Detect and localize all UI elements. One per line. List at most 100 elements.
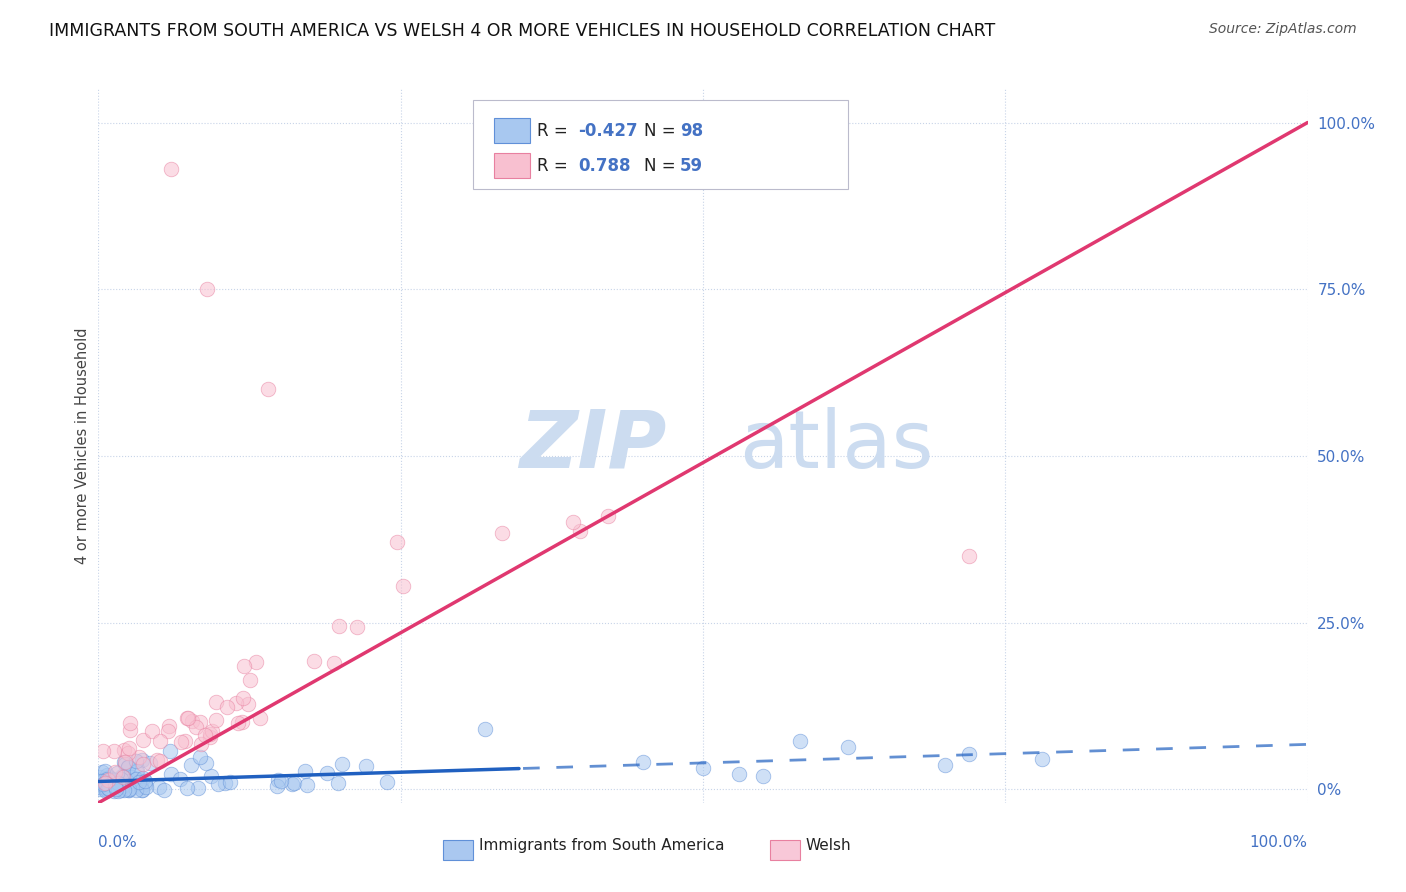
Point [131, 783, 153, 797]
Point [118, 741, 141, 756]
Point [129, 780, 152, 794]
Point [96, 783, 118, 797]
Point [128, 750, 150, 764]
Point [239, 673, 262, 687]
Point [159, 744, 181, 758]
Point [283, 776, 305, 790]
FancyBboxPatch shape [474, 100, 848, 189]
Point [114, 756, 136, 771]
Point [90, 774, 112, 789]
Point [728, 766, 751, 780]
Point [96, 783, 118, 797]
Point [91, 765, 114, 780]
Point [105, 766, 128, 780]
Point [195, 282, 218, 296]
Point [125, 764, 148, 778]
Point [94, 781, 117, 796]
Point [330, 756, 353, 771]
Point [97, 772, 120, 786]
Point [149, 734, 172, 748]
Point [118, 723, 141, 737]
Point [180, 758, 202, 772]
Point [107, 784, 129, 798]
Point [110, 783, 132, 797]
Point [188, 750, 211, 764]
Point [104, 779, 127, 793]
Point [201, 723, 224, 738]
Point [117, 782, 139, 797]
Point [117, 782, 139, 797]
Point [103, 773, 125, 788]
Text: -0.427: -0.427 [578, 121, 638, 139]
Point [195, 756, 218, 770]
Point [294, 764, 316, 779]
Point [125, 782, 148, 797]
Text: R =: R = [537, 157, 574, 175]
Point [94, 775, 117, 789]
Point [198, 730, 221, 744]
Point [173, 734, 195, 748]
Point [118, 782, 141, 797]
Point [87, 780, 110, 794]
Point [256, 382, 278, 396]
Point [281, 777, 304, 791]
Point [111, 770, 134, 784]
Point [302, 654, 325, 668]
Point [159, 767, 181, 781]
Point [631, 755, 654, 769]
Point [752, 769, 775, 783]
Text: 0.788: 0.788 [578, 157, 631, 175]
Point [104, 764, 127, 779]
Point [91, 777, 114, 791]
Point [354, 759, 377, 773]
Point [135, 780, 157, 795]
Point [128, 774, 150, 789]
Point [157, 719, 180, 733]
Point [131, 753, 153, 767]
Point [104, 782, 127, 797]
Text: N =: N = [644, 121, 681, 139]
Point [134, 776, 156, 790]
Point [596, 508, 619, 523]
Point [120, 716, 142, 731]
Point [1031, 752, 1053, 766]
Point [112, 755, 135, 769]
Point [375, 774, 398, 789]
Point [385, 535, 408, 549]
Text: N =: N = [644, 157, 681, 175]
Point [176, 711, 198, 725]
Point [249, 710, 271, 724]
Point [934, 758, 956, 772]
Point [157, 724, 180, 739]
Text: 59: 59 [681, 157, 703, 175]
Text: R =: R = [537, 121, 574, 139]
Point [141, 724, 163, 739]
Point [180, 714, 202, 728]
Point [120, 773, 142, 788]
Point [89, 782, 111, 797]
Point [328, 776, 350, 790]
Point [169, 772, 191, 786]
Point [105, 775, 128, 789]
Point [789, 734, 811, 748]
FancyBboxPatch shape [494, 153, 530, 178]
Point [957, 549, 980, 563]
Point [146, 753, 169, 767]
Point [127, 764, 149, 778]
Text: Immigrants from South America: Immigrants from South America [479, 838, 725, 853]
Text: Welsh: Welsh [806, 838, 852, 853]
Point [186, 780, 208, 795]
Point [112, 743, 135, 757]
Point [226, 716, 249, 731]
Point [200, 727, 222, 741]
Point [120, 770, 142, 784]
Text: 0.0%: 0.0% [98, 835, 138, 850]
Point [93, 744, 115, 758]
Point [117, 759, 139, 773]
Point [205, 695, 228, 709]
Point [152, 783, 174, 797]
Point [149, 754, 172, 768]
Point [176, 711, 198, 725]
Point [110, 772, 132, 786]
Point [190, 715, 212, 730]
